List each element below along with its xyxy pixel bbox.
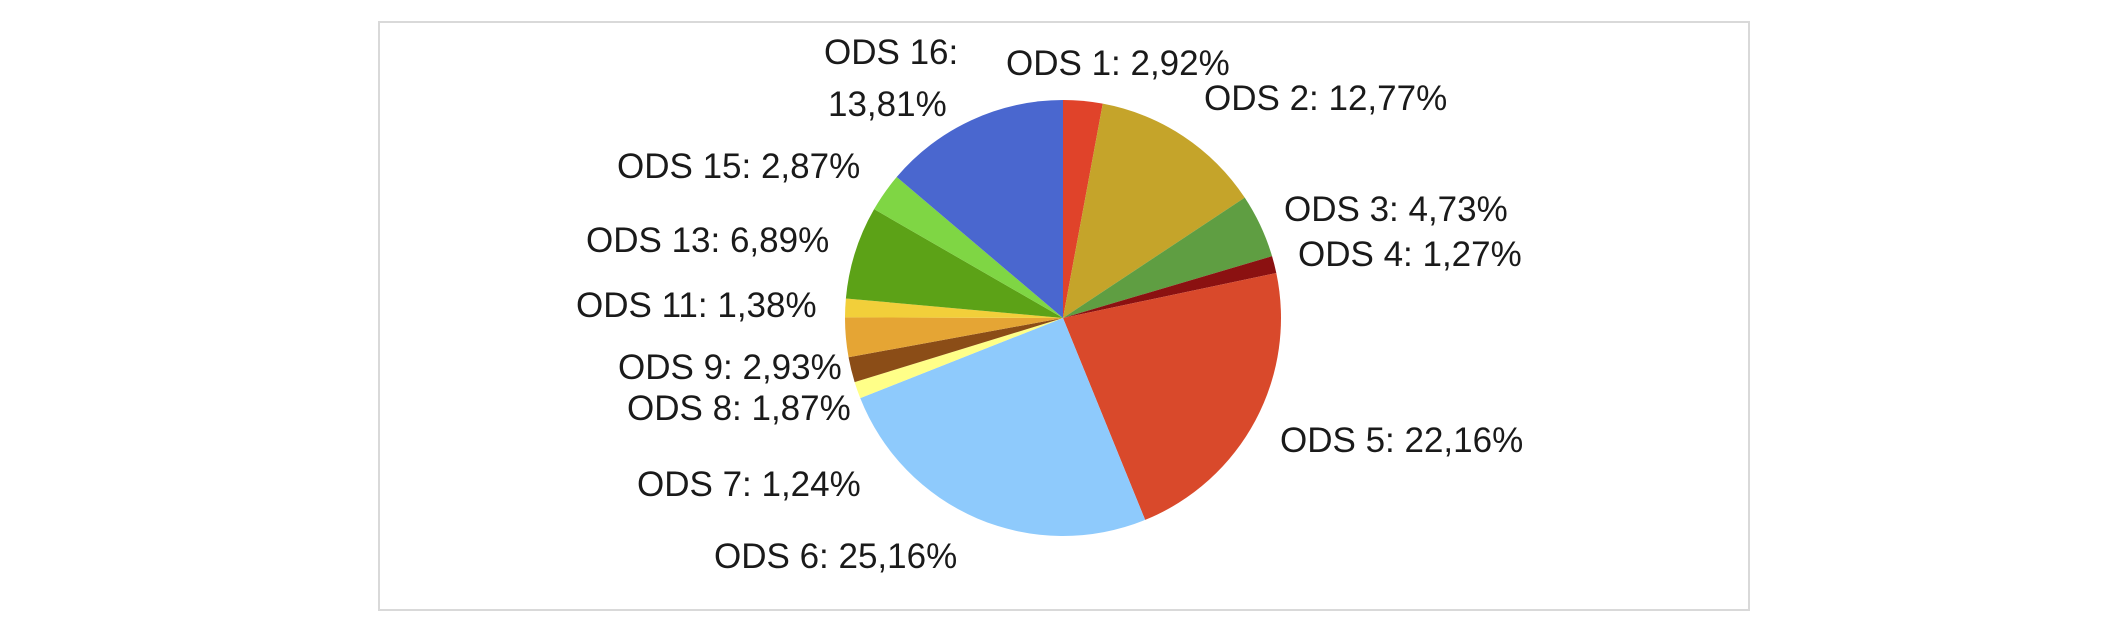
slice-label-ods-11: ODS 11: 1,38% — [576, 286, 817, 325]
slice-label-ods-9: ODS 9: 2,93% — [618, 348, 842, 387]
pie-slice-ods-11 — [845, 298, 1063, 318]
pie-slice-ods-4 — [1063, 256, 1277, 318]
slice-label-ods-2: ODS 2: 12,77% — [1204, 79, 1447, 118]
slice-label-ods-1: ODS 1: 2,92% — [1006, 44, 1230, 83]
pie-slice-ods-9 — [844, 317, 1063, 358]
slice-label-ods-13: ODS 13: 6,89% — [586, 221, 829, 260]
pie-slice-ods-8 — [848, 318, 1063, 383]
slice-label-ods-5: ODS 5: 22,16% — [1280, 421, 1523, 460]
pie-slice-ods-7 — [854, 318, 1063, 399]
slice-label-ods-7: ODS 7: 1,24% — [637, 465, 861, 504]
slice-label-ods-6: ODS 6: 25,16% — [714, 537, 957, 576]
pie-slice-ods-13 — [845, 209, 1063, 318]
pie-slice-ods-1 — [1063, 100, 1103, 318]
slice-label-ods-15: ODS 15: 2,87% — [617, 147, 860, 186]
slice-label-ods-4: ODS 4: 1,27% — [1298, 235, 1522, 274]
slice-label-ods-16: ODS 16: 13,81% — [824, 33, 958, 124]
pie-slice-ods-5 — [1063, 272, 1281, 520]
pie-slice-ods-15 — [874, 177, 1063, 318]
pie-slices — [844, 100, 1281, 537]
pie-slice-ods-2 — [1063, 103, 1245, 318]
pie-slice-ods-6 — [860, 318, 1146, 537]
slice-label-ods-8: ODS 8: 1,87% — [627, 389, 851, 428]
slice-labels: ODS 1: 2,92%ODS 2: 12,77% ODS 3: 4,73% ODS… — [576, 33, 1523, 576]
pie-slice-ods-3 — [1063, 197, 1273, 318]
pie-slice-ods-16 — [896, 100, 1063, 318]
slice-label-ods-3: ODS 3: 4,73% — [1284, 190, 1508, 229]
